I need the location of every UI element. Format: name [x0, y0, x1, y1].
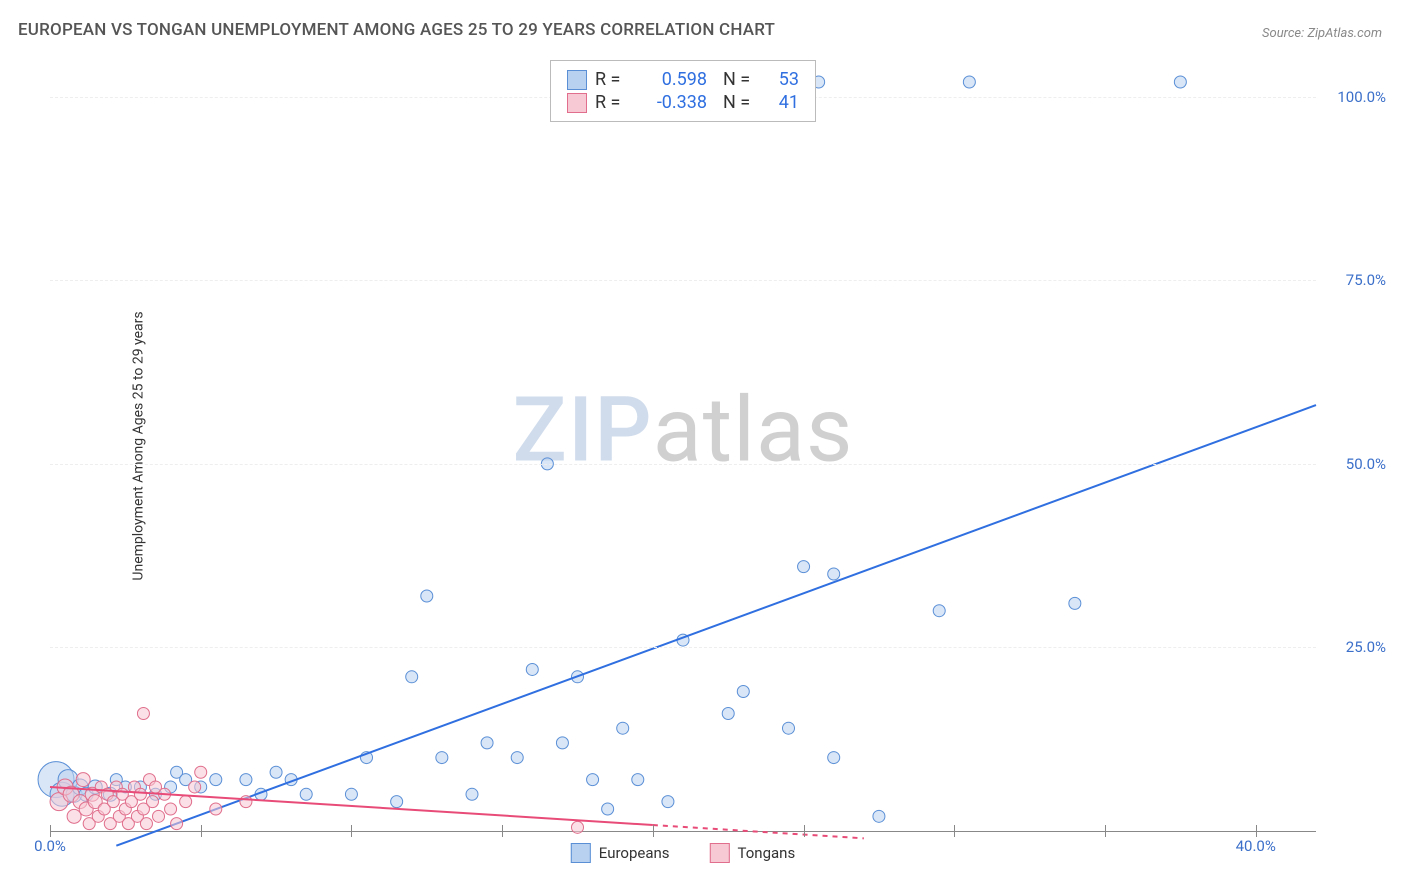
- scatter-point: [828, 568, 840, 580]
- x-tick: [50, 825, 51, 837]
- y-tick-label: 25.0%: [1346, 638, 1386, 656]
- scatter-point: [240, 796, 252, 808]
- scatter-point: [210, 774, 222, 786]
- scatter-point: [526, 663, 538, 675]
- scatter-point: [76, 773, 90, 787]
- y-tick-label: 50.0%: [1346, 455, 1386, 473]
- scatter-point: [195, 766, 207, 778]
- scatter-point: [137, 708, 149, 720]
- scatter-point: [406, 671, 418, 683]
- scatter-point: [345, 788, 357, 800]
- x-tick: [1105, 825, 1106, 837]
- scatter-point: [300, 788, 312, 800]
- legend-swatch: [567, 93, 587, 113]
- source-attribution: Source: ZipAtlas.com: [1262, 26, 1382, 41]
- scatter-point: [240, 774, 252, 786]
- chart-canvas: [50, 60, 1316, 831]
- r-value: -0.338: [637, 92, 707, 113]
- trend-line: [116, 405, 1316, 846]
- r-label: R =: [595, 69, 629, 90]
- trend-line-dashed: [653, 825, 864, 838]
- scatter-point: [602, 803, 614, 815]
- scatter-point: [632, 774, 644, 786]
- n-value: 41: [765, 92, 799, 113]
- y-tick-label: 75.0%: [1346, 271, 1386, 289]
- scatter-point: [67, 809, 81, 823]
- scatter-point: [153, 810, 165, 822]
- correlation-row: R = -0.338 N = 41: [567, 92, 799, 113]
- scatter-point: [421, 590, 433, 602]
- scatter-point: [391, 796, 403, 808]
- x-tick: [954, 825, 955, 837]
- gridline: [50, 647, 1316, 648]
- n-value: 53: [765, 69, 799, 90]
- scatter-point: [873, 810, 885, 822]
- source-value: ZipAtlas.com: [1307, 26, 1382, 41]
- legend-item: Tongans: [710, 843, 796, 863]
- n-label: N =: [723, 69, 757, 90]
- gridline: [50, 280, 1316, 281]
- legend-label: Europeans: [599, 844, 670, 862]
- scatter-point: [783, 722, 795, 734]
- scatter-point: [933, 605, 945, 617]
- plot-area: ZIPatlas R =0.598N =53R =-0.338N =41 Eur…: [50, 60, 1316, 832]
- scatter-point: [662, 796, 674, 808]
- scatter-point: [146, 796, 158, 808]
- x-tick: [351, 825, 352, 837]
- scatter-point: [511, 752, 523, 764]
- x-tick: [1256, 825, 1257, 837]
- scatter-point: [798, 561, 810, 573]
- legend-swatch: [567, 70, 587, 90]
- correlation-row: R = 0.598 N = 53: [567, 69, 799, 90]
- x-tick: [804, 825, 805, 837]
- gridline: [50, 464, 1316, 465]
- legend-label: Tongans: [738, 844, 796, 862]
- x-tick: [502, 825, 503, 837]
- chart-title: EUROPEAN VS TONGAN UNEMPLOYMENT AMONG AG…: [18, 20, 775, 40]
- scatter-point: [1069, 597, 1081, 609]
- legend-swatch: [710, 843, 730, 863]
- n-label: N =: [723, 92, 757, 113]
- x-tick: [653, 825, 654, 837]
- scatter-point: [270, 766, 282, 778]
- scatter-point: [737, 685, 749, 697]
- x-tick: [201, 825, 202, 837]
- x-tick-label: 0.0%: [34, 837, 66, 855]
- scatter-point: [1174, 76, 1186, 88]
- scatter-point: [171, 818, 183, 830]
- legend-item: Europeans: [571, 843, 670, 863]
- scatter-point: [587, 774, 599, 786]
- scatter-point: [210, 803, 222, 815]
- scatter-point: [180, 796, 192, 808]
- x-tick-label: 40.0%: [1236, 837, 1276, 855]
- scatter-point: [134, 788, 146, 800]
- scatter-point: [617, 722, 629, 734]
- scatter-point: [436, 752, 448, 764]
- scatter-point: [828, 752, 840, 764]
- scatter-point: [963, 76, 975, 88]
- correlation-stats-box: R = 0.598 N = 53 R = -0.338 N = 41: [550, 60, 816, 122]
- r-value: 0.598: [637, 69, 707, 90]
- scatter-point: [481, 737, 493, 749]
- scatter-point: [165, 803, 177, 815]
- scatter-point: [572, 821, 584, 833]
- scatter-point: [140, 818, 152, 830]
- legend: Europeans Tongans: [571, 843, 795, 863]
- scatter-point: [189, 781, 201, 793]
- legend-swatch: [571, 843, 591, 863]
- source-label: Source:: [1262, 26, 1307, 41]
- y-tick-label: 100.0%: [1337, 88, 1386, 106]
- r-label: R =: [595, 92, 629, 113]
- scatter-point: [556, 737, 568, 749]
- scatter-point: [466, 788, 478, 800]
- scatter-point: [722, 708, 734, 720]
